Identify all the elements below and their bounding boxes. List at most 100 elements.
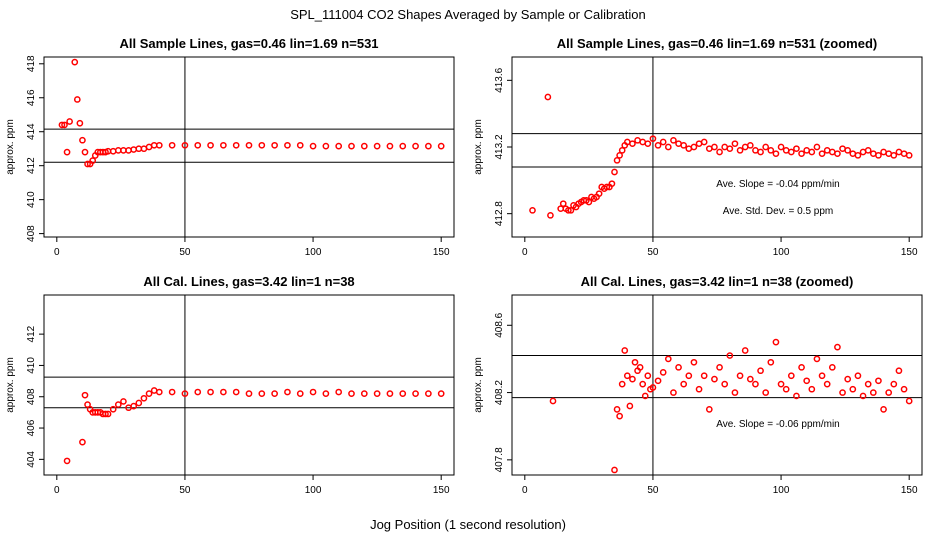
data-point	[654, 377, 662, 385]
data-point	[84, 160, 91, 168]
data-point	[864, 146, 872, 154]
data-point	[549, 397, 557, 405]
data-point	[618, 146, 626, 154]
data-point	[412, 390, 419, 397]
data-point	[79, 136, 86, 144]
y-tick-label: 416	[26, 89, 37, 106]
data-point	[181, 390, 189, 397]
data-point	[194, 388, 202, 396]
data-point	[644, 140, 652, 148]
data-point	[880, 406, 887, 413]
panel-sample-lines: All Sample Lines, gas=0.46 lin=1.69 n=53…	[5, 36, 455, 258]
x-tick-label: 50	[647, 247, 659, 258]
data-point	[63, 457, 71, 465]
y-tick-label: 407.8	[494, 447, 505, 472]
data-point	[731, 140, 739, 148]
data-point	[81, 148, 89, 156]
data-point	[271, 141, 278, 149]
data-point	[654, 141, 662, 149]
data-point	[772, 338, 780, 346]
x-tick-label: 150	[901, 247, 918, 258]
data-point	[135, 399, 143, 407]
data-point	[659, 369, 667, 376]
y-tick-label: 418	[26, 55, 37, 72]
data-point	[854, 151, 862, 159]
panel-title: All Cal. Lines, gas=3.42 lin=1 n=38 (zoo…	[581, 274, 854, 289]
y-axis-label: approx. ppm	[473, 119, 484, 175]
data-point	[834, 150, 841, 158]
plot-frame	[43, 56, 455, 238]
data-point	[818, 372, 826, 380]
data-point	[616, 151, 623, 159]
data-point	[130, 402, 138, 410]
x-tick-label: 150	[433, 247, 450, 258]
data-point	[220, 141, 227, 149]
data-point	[348, 142, 355, 150]
y-tick-label: 406	[26, 419, 37, 436]
data-point	[623, 372, 631, 380]
data-point	[322, 142, 330, 150]
data-point	[680, 380, 688, 388]
data-point	[544, 93, 552, 101]
data-point	[120, 398, 127, 405]
data-point	[611, 168, 618, 176]
y-tick-label: 414	[26, 123, 37, 140]
plot-frame	[43, 294, 455, 476]
data-point	[207, 388, 214, 396]
data-point	[437, 390, 445, 397]
panel-cal-lines-zoomed: All Cal. Lines, gas=3.42 lin=1 n=38 (zoo…	[473, 274, 923, 496]
data-point	[875, 151, 882, 159]
y-tick-label: 408	[26, 225, 37, 242]
y-tick-label: 408.2	[494, 380, 505, 405]
data-point	[823, 380, 831, 388]
x-tick-label: 0	[54, 247, 60, 258]
data-point	[207, 141, 214, 149]
data-point	[559, 200, 567, 208]
data-point	[726, 145, 734, 153]
data-point	[66, 118, 73, 125]
y-tick-label: 413.2	[494, 134, 505, 159]
data-point	[284, 141, 291, 149]
data-point	[711, 143, 718, 151]
data-point	[335, 388, 343, 396]
data-point	[777, 380, 785, 388]
data-point	[309, 142, 317, 150]
data-point	[700, 372, 708, 380]
data-point	[386, 390, 394, 397]
y-tick-label: 404	[26, 451, 37, 468]
data-point	[284, 388, 291, 396]
data-point	[425, 390, 432, 397]
data-point	[70, 51, 75, 56]
x-tick-label: 100	[305, 247, 322, 258]
data-point	[828, 363, 836, 371]
y-tick-label: 412	[26, 325, 37, 342]
data-point	[793, 145, 800, 153]
data-point	[803, 377, 811, 385]
data-point	[626, 402, 634, 410]
data-point	[104, 410, 112, 418]
data-point	[690, 143, 698, 151]
data-point	[787, 372, 795, 380]
data-point	[567, 206, 575, 214]
y-tick-label: 412.8	[494, 201, 505, 226]
x-tick-label: 100	[305, 485, 322, 496]
data-point	[798, 150, 805, 158]
data-point	[529, 206, 536, 214]
data-points	[529, 93, 913, 219]
x-tick-label: 150	[433, 485, 450, 496]
x-tick-label: 150	[901, 485, 918, 496]
data-point	[644, 372, 652, 380]
data-point	[322, 390, 330, 397]
data-point	[245, 141, 253, 149]
y-tick-label: 410	[26, 357, 37, 374]
y-tick-label: 408.6	[494, 312, 505, 337]
data-point	[746, 375, 754, 383]
data-point	[900, 385, 908, 393]
data-point	[71, 58, 79, 66]
data-point	[296, 390, 304, 397]
data-point	[140, 394, 148, 402]
data-point	[386, 142, 394, 150]
data-point	[793, 392, 800, 400]
data-point	[271, 390, 278, 397]
data-point	[787, 148, 795, 156]
